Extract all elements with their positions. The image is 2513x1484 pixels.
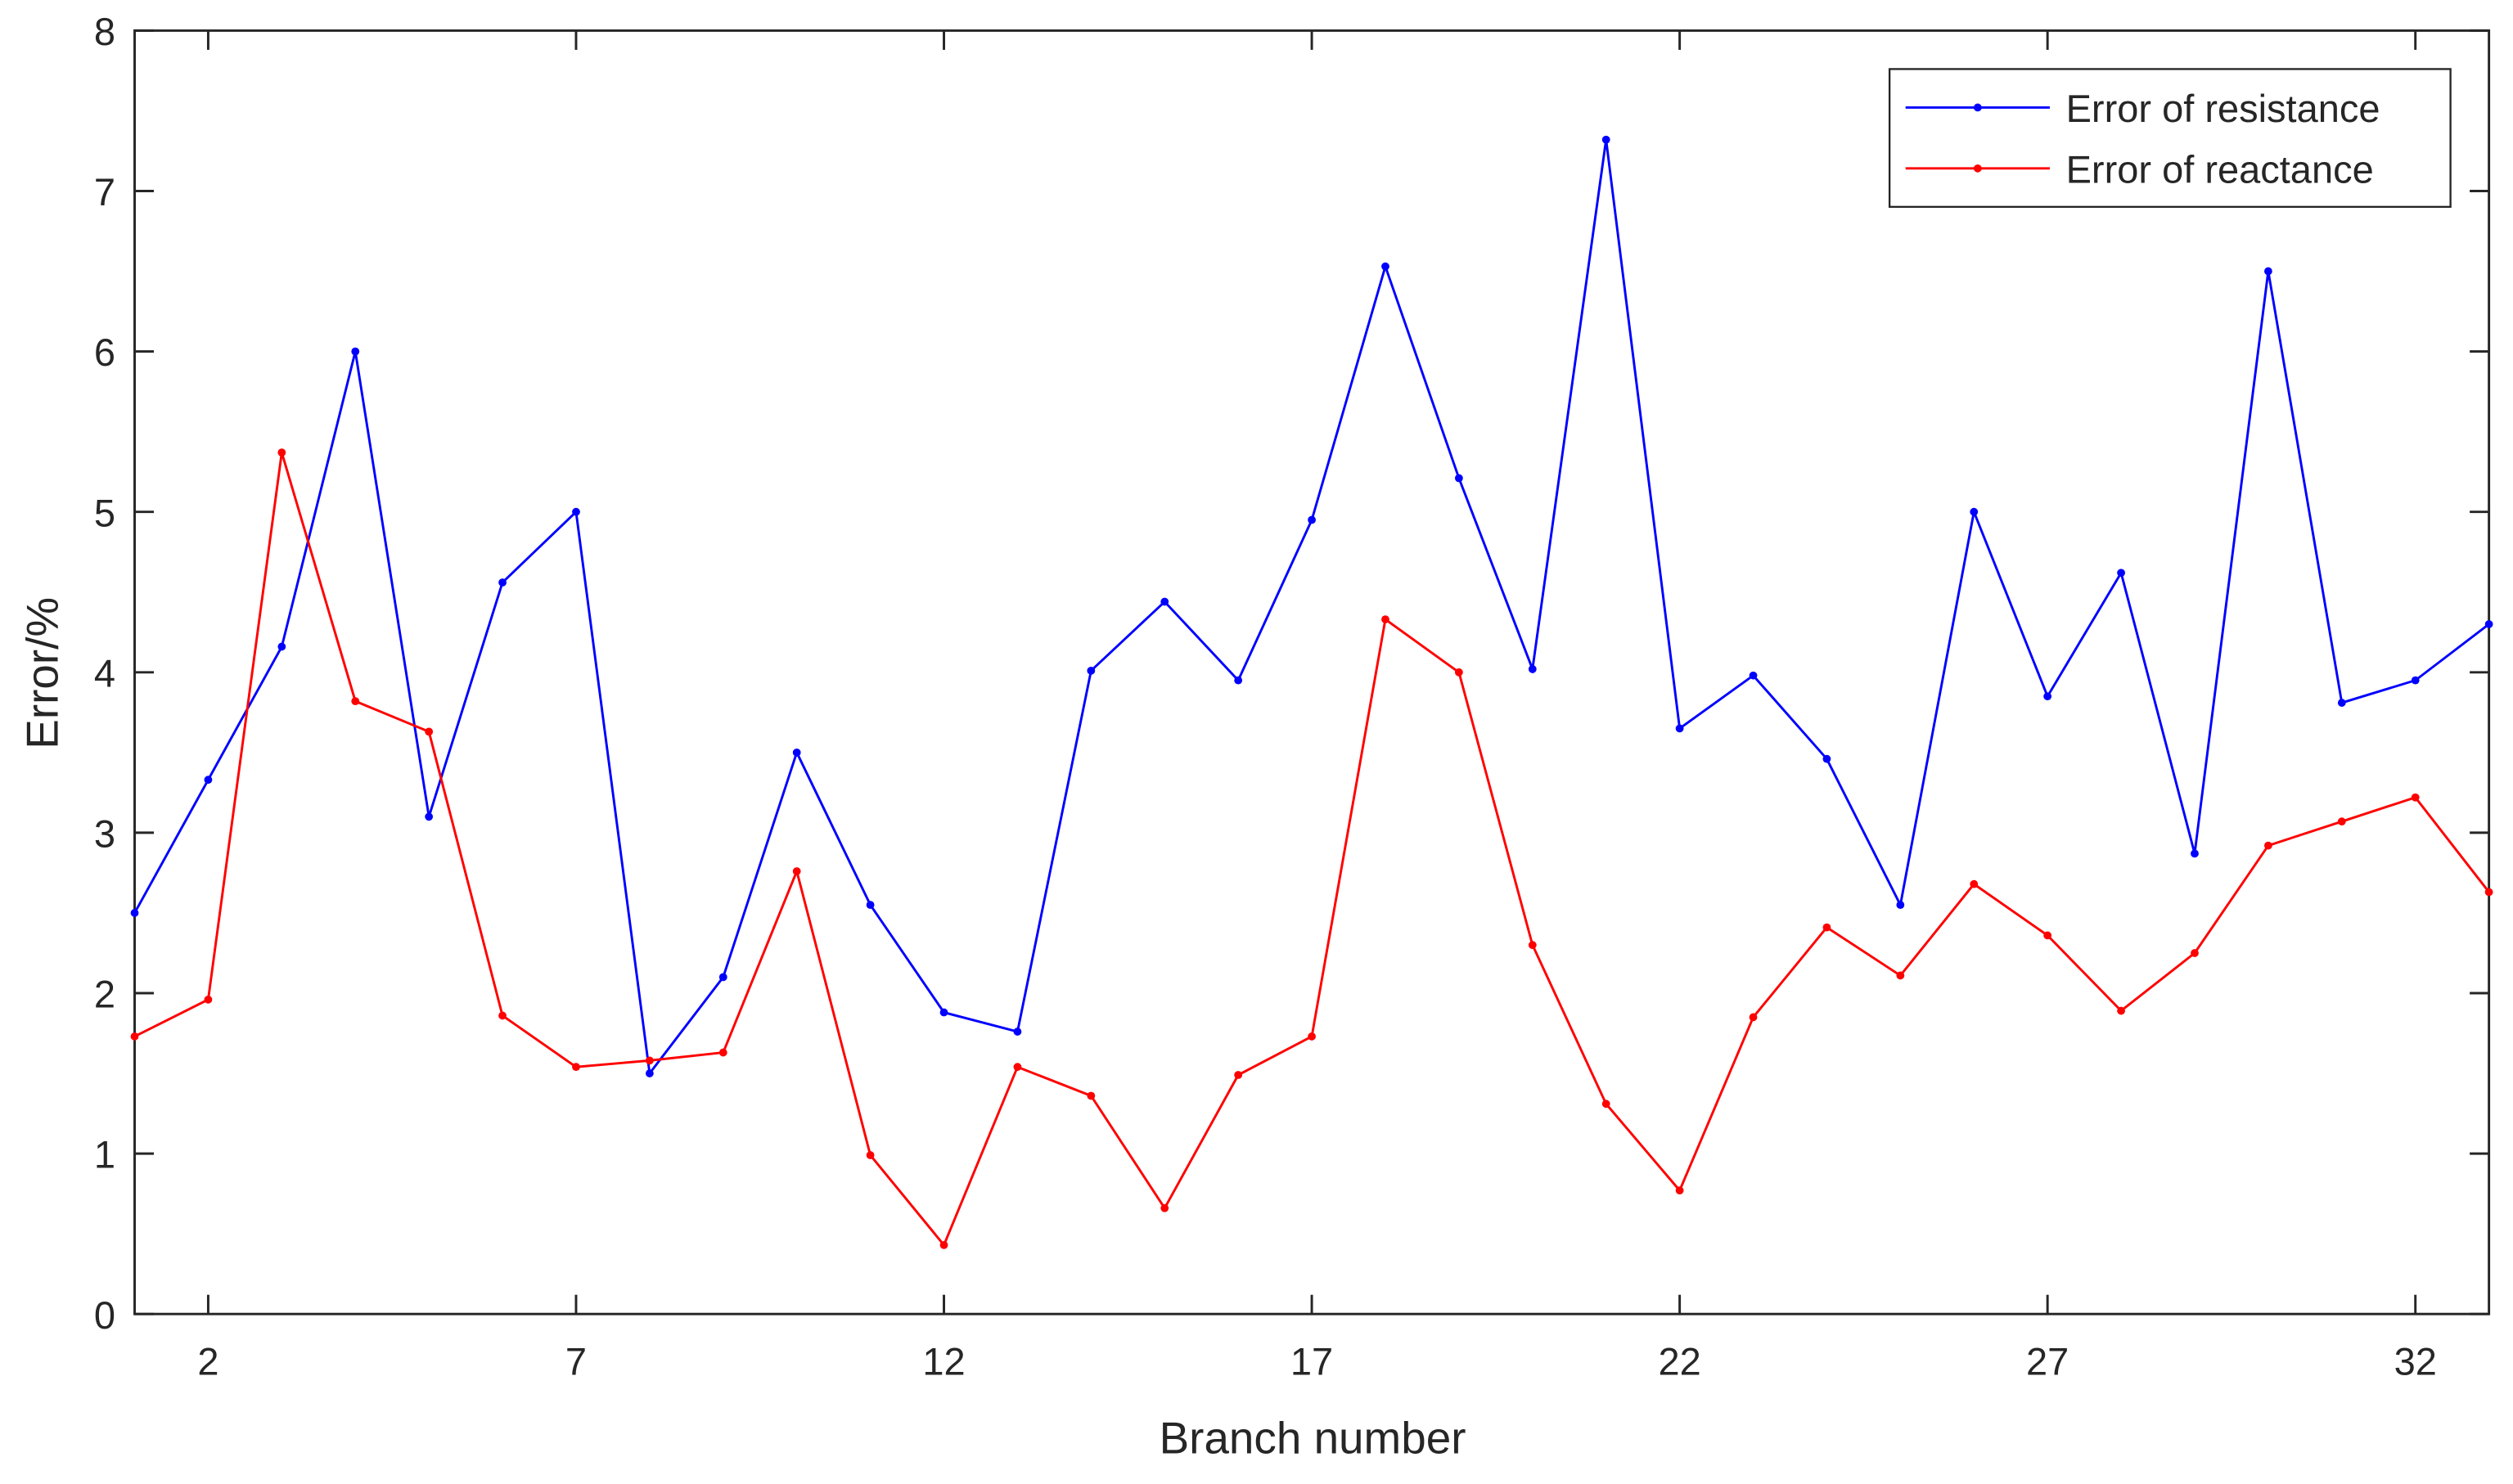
point [130, 909, 139, 917]
point [351, 697, 360, 705]
point [645, 1069, 654, 1077]
legend-marker [1973, 164, 1982, 173]
y-tick-label: 2 [94, 973, 115, 1016]
x-tick-label: 2 [197, 1340, 218, 1383]
point [2337, 817, 2346, 826]
point [1528, 941, 1537, 950]
point [2117, 1006, 2125, 1015]
point [1087, 666, 1096, 675]
point [1234, 676, 1243, 685]
point [1454, 668, 1463, 677]
y-tick-label: 8 [94, 10, 115, 53]
y-tick-label: 4 [94, 651, 115, 695]
point [1601, 135, 1610, 144]
point [277, 642, 286, 651]
point [1087, 1091, 1096, 1100]
point [718, 973, 727, 982]
x-tick-label: 22 [1658, 1340, 1700, 1383]
point [425, 727, 434, 736]
point [1970, 879, 1979, 888]
point [2263, 267, 2272, 276]
point [2043, 931, 2052, 940]
point [939, 1240, 948, 1249]
legend-label: Error of reactance [2066, 147, 2374, 191]
point [1308, 515, 1316, 524]
point [425, 812, 434, 821]
point [1601, 1100, 1610, 1109]
point [939, 1008, 948, 1017]
plot-frame [133, 29, 2491, 1315]
point [866, 901, 875, 910]
x-tick-label: 7 [565, 1340, 587, 1383]
point [204, 776, 213, 785]
point [1749, 1013, 1758, 1022]
point [572, 507, 580, 516]
point [1896, 971, 1905, 980]
point [1013, 1028, 1022, 1036]
legend-marker [1973, 103, 1982, 112]
point [572, 1063, 580, 1072]
x-tick-label: 17 [1290, 1340, 1333, 1383]
point [1160, 1203, 1169, 1212]
point [866, 1151, 875, 1159]
point [1381, 262, 1389, 271]
point [1749, 671, 1758, 680]
point [645, 1056, 654, 1065]
point [2191, 949, 2199, 957]
point [792, 867, 801, 875]
point [1308, 1032, 1316, 1041]
point [2484, 620, 2493, 628]
y-axis-label: Error/% [17, 597, 68, 749]
x-tick-label: 12 [922, 1340, 965, 1383]
point [1822, 754, 1831, 763]
y-tick-label: 1 [94, 1133, 115, 1176]
point [351, 347, 360, 356]
point [1381, 615, 1389, 623]
y-tick-label: 7 [94, 170, 115, 214]
point [277, 448, 286, 457]
y-tick-label: 3 [94, 812, 115, 856]
point [2263, 841, 2272, 850]
point [2411, 676, 2420, 685]
point [1675, 724, 1684, 733]
point [2411, 793, 2420, 802]
point [2043, 692, 2052, 701]
point [2191, 849, 2199, 858]
x-axis-label: Branch number [1160, 1413, 1466, 1464]
point [1454, 474, 1463, 483]
legend-label: Error of resistance [2066, 87, 2380, 130]
point [1160, 597, 1169, 606]
point [792, 748, 801, 757]
point [1013, 1063, 1022, 1072]
point [498, 1011, 507, 1020]
y-tick-label: 0 [94, 1293, 115, 1337]
point [1822, 923, 1831, 932]
point [498, 578, 507, 587]
x-tick-label: 32 [2394, 1340, 2437, 1383]
point [130, 1032, 139, 1041]
point [1970, 507, 1979, 516]
y-tick-label: 6 [94, 331, 115, 374]
point [1675, 1186, 1684, 1195]
point [1528, 664, 1537, 673]
point [2337, 699, 2346, 707]
legend-box [1888, 68, 2452, 209]
point [2484, 888, 2493, 897]
y-tick-label: 5 [94, 491, 115, 534]
x-tick-label: 27 [2026, 1340, 2069, 1383]
point [2117, 569, 2125, 578]
point [718, 1048, 727, 1057]
point [1896, 901, 1905, 910]
point [1234, 1071, 1243, 1079]
point [204, 995, 213, 1004]
